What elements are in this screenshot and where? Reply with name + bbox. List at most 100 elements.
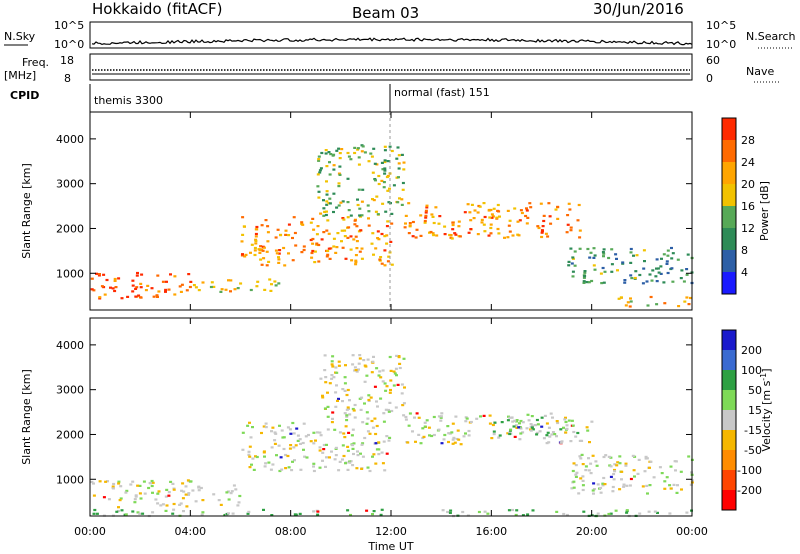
range-gate-cell bbox=[670, 246, 673, 250]
range-gate-cell bbox=[254, 238, 258, 241]
range-gate-cell bbox=[134, 494, 138, 497]
range-gate-cell bbox=[480, 221, 484, 224]
range-gate-cell bbox=[351, 444, 355, 447]
range-gate-cell bbox=[165, 504, 169, 507]
range-gate-cell bbox=[219, 290, 223, 293]
range-gate-cell bbox=[157, 290, 161, 293]
range-gate-cell bbox=[628, 305, 632, 308]
power-colorbar-segment bbox=[722, 162, 736, 184]
range-gate-cell bbox=[343, 412, 347, 415]
range-gate-cell bbox=[401, 404, 405, 407]
range-gate-cell bbox=[90, 277, 94, 280]
range-gate-cell bbox=[194, 286, 198, 289]
range-gate-cell bbox=[359, 229, 363, 232]
range-gate-cell bbox=[613, 463, 617, 466]
range-gate-cell bbox=[358, 250, 362, 253]
range-gate-cell bbox=[355, 240, 359, 243]
range-gate-cell bbox=[551, 416, 554, 419]
range-gate-cell bbox=[659, 272, 663, 275]
range-gate-cell bbox=[377, 174, 381, 178]
range-gate-cell bbox=[138, 512, 142, 515]
range-gate-cell bbox=[321, 394, 324, 397]
range-gate-cell bbox=[262, 508, 265, 511]
range-gate-cell bbox=[381, 380, 385, 383]
range-gate-cell bbox=[497, 436, 501, 439]
range-gate-cell bbox=[424, 216, 428, 219]
range-gate-cell bbox=[266, 240, 270, 243]
range-gate-cell bbox=[642, 249, 646, 252]
range-gate-cell bbox=[554, 208, 558, 211]
range-gate-cell bbox=[546, 235, 550, 238]
range-gate-cell bbox=[350, 259, 354, 262]
range-gate-cell bbox=[363, 364, 367, 367]
range-gate-cell bbox=[447, 440, 450, 444]
y-tick-label: 1000 bbox=[56, 267, 84, 280]
range-gate-cell bbox=[573, 250, 577, 253]
range-gate-cell bbox=[277, 444, 281, 447]
range-gate-cell bbox=[428, 434, 431, 437]
range-gate-cell bbox=[254, 242, 258, 245]
range-gate-cell bbox=[322, 207, 326, 210]
range-gate-cell bbox=[164, 495, 168, 498]
range-gate-cell bbox=[646, 304, 650, 307]
range-gate-cell bbox=[514, 513, 518, 517]
range-gate-cell bbox=[164, 288, 168, 291]
range-gate-cell bbox=[292, 432, 296, 435]
range-gate-cell bbox=[570, 419, 574, 422]
range-gate-cell bbox=[556, 205, 560, 208]
range-gate-cell bbox=[379, 256, 383, 259]
range-gate-cell bbox=[374, 210, 378, 213]
range-gate-cell bbox=[287, 223, 291, 226]
range-gate-cell bbox=[506, 209, 510, 212]
range-gate-cell bbox=[98, 273, 101, 276]
range-gate-cell bbox=[508, 416, 512, 419]
freq-panel bbox=[89, 53, 693, 81]
range-gate-cell bbox=[443, 233, 447, 236]
range-gate-cell bbox=[480, 218, 484, 221]
range-gate-cell bbox=[666, 254, 670, 257]
range-gate-cell bbox=[544, 232, 548, 235]
range-gate-cell bbox=[343, 235, 347, 238]
range-gate-cell bbox=[346, 406, 350, 409]
range-gate-cell bbox=[299, 442, 302, 445]
range-gate-cell bbox=[511, 420, 515, 423]
range-gate-cell bbox=[317, 260, 321, 263]
power-colorbar-frame bbox=[721, 117, 737, 295]
range-gate-cell bbox=[367, 210, 371, 213]
range-gate-cell bbox=[343, 229, 347, 232]
range-gate-cell bbox=[229, 290, 232, 293]
range-gate-cell bbox=[197, 289, 201, 292]
range-gate-cell bbox=[676, 484, 679, 487]
range-gate-cell bbox=[659, 265, 663, 268]
range-gate-cell bbox=[576, 219, 580, 222]
range-gate-cell bbox=[324, 152, 328, 155]
power-colorbar-tick: 4 bbox=[741, 266, 748, 279]
range-gate-cell bbox=[508, 219, 512, 222]
range-gate-cell bbox=[582, 280, 586, 283]
range-gate-cell bbox=[506, 236, 510, 239]
range-gate-cell bbox=[440, 412, 444, 415]
range-gate-cell bbox=[233, 288, 237, 291]
range-gate-cell bbox=[599, 491, 603, 494]
velocity-colorbar-tick: 50 bbox=[748, 384, 762, 397]
range-gate-cell bbox=[355, 370, 359, 373]
range-gate-cell bbox=[378, 370, 382, 373]
range-gate-cell bbox=[270, 514, 274, 517]
range-gate-cell bbox=[133, 501, 137, 504]
range-gate-cell bbox=[395, 374, 398, 377]
range-gate-cell bbox=[381, 202, 385, 205]
range-gate-cell bbox=[366, 358, 370, 361]
range-gate-cell bbox=[106, 480, 109, 483]
range-gate-cell bbox=[660, 257, 663, 260]
range-gate-cell bbox=[312, 228, 316, 231]
range-gate-cell bbox=[602, 252, 606, 255]
range-gate-cell bbox=[665, 476, 669, 479]
range-gate-cell bbox=[508, 431, 512, 434]
range-gate-cell bbox=[172, 508, 176, 511]
range-gate-cell bbox=[179, 290, 183, 293]
range-gate-cell bbox=[326, 253, 330, 256]
range-gate-cell bbox=[345, 415, 349, 418]
range-gate-cell bbox=[450, 431, 454, 434]
range-gate-cell bbox=[330, 450, 333, 453]
